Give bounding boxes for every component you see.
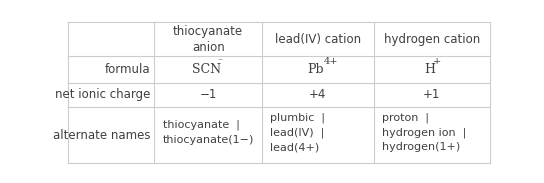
Text: thiocyanate
anion: thiocyanate anion xyxy=(173,25,243,54)
Text: hydrogen cation: hydrogen cation xyxy=(384,33,480,46)
Text: 4+: 4+ xyxy=(323,57,338,66)
Text: H: H xyxy=(424,63,435,76)
Text: +: + xyxy=(434,57,442,66)
Text: lead(IV) cation: lead(IV) cation xyxy=(275,33,361,46)
Text: SCN: SCN xyxy=(191,63,221,76)
Text: thiocyanate  |
thiocyanate(1−): thiocyanate | thiocyanate(1−) xyxy=(163,120,254,145)
Text: +4: +4 xyxy=(309,88,326,101)
Text: plumbic  |
lead(IV)  |
lead(4+): plumbic | lead(IV) | lead(4+) xyxy=(270,112,325,152)
Text: alternate names: alternate names xyxy=(53,128,150,141)
Text: ⁻: ⁻ xyxy=(218,57,222,66)
Text: Pb: Pb xyxy=(307,63,324,76)
Text: net ionic charge: net ionic charge xyxy=(55,88,150,101)
Text: proton  |
hydrogen ion  |
hydrogen(1+): proton | hydrogen ion | hydrogen(1+) xyxy=(382,112,466,152)
Text: +1: +1 xyxy=(423,88,440,101)
Text: −1: −1 xyxy=(200,88,217,101)
Text: formula: formula xyxy=(104,63,150,76)
